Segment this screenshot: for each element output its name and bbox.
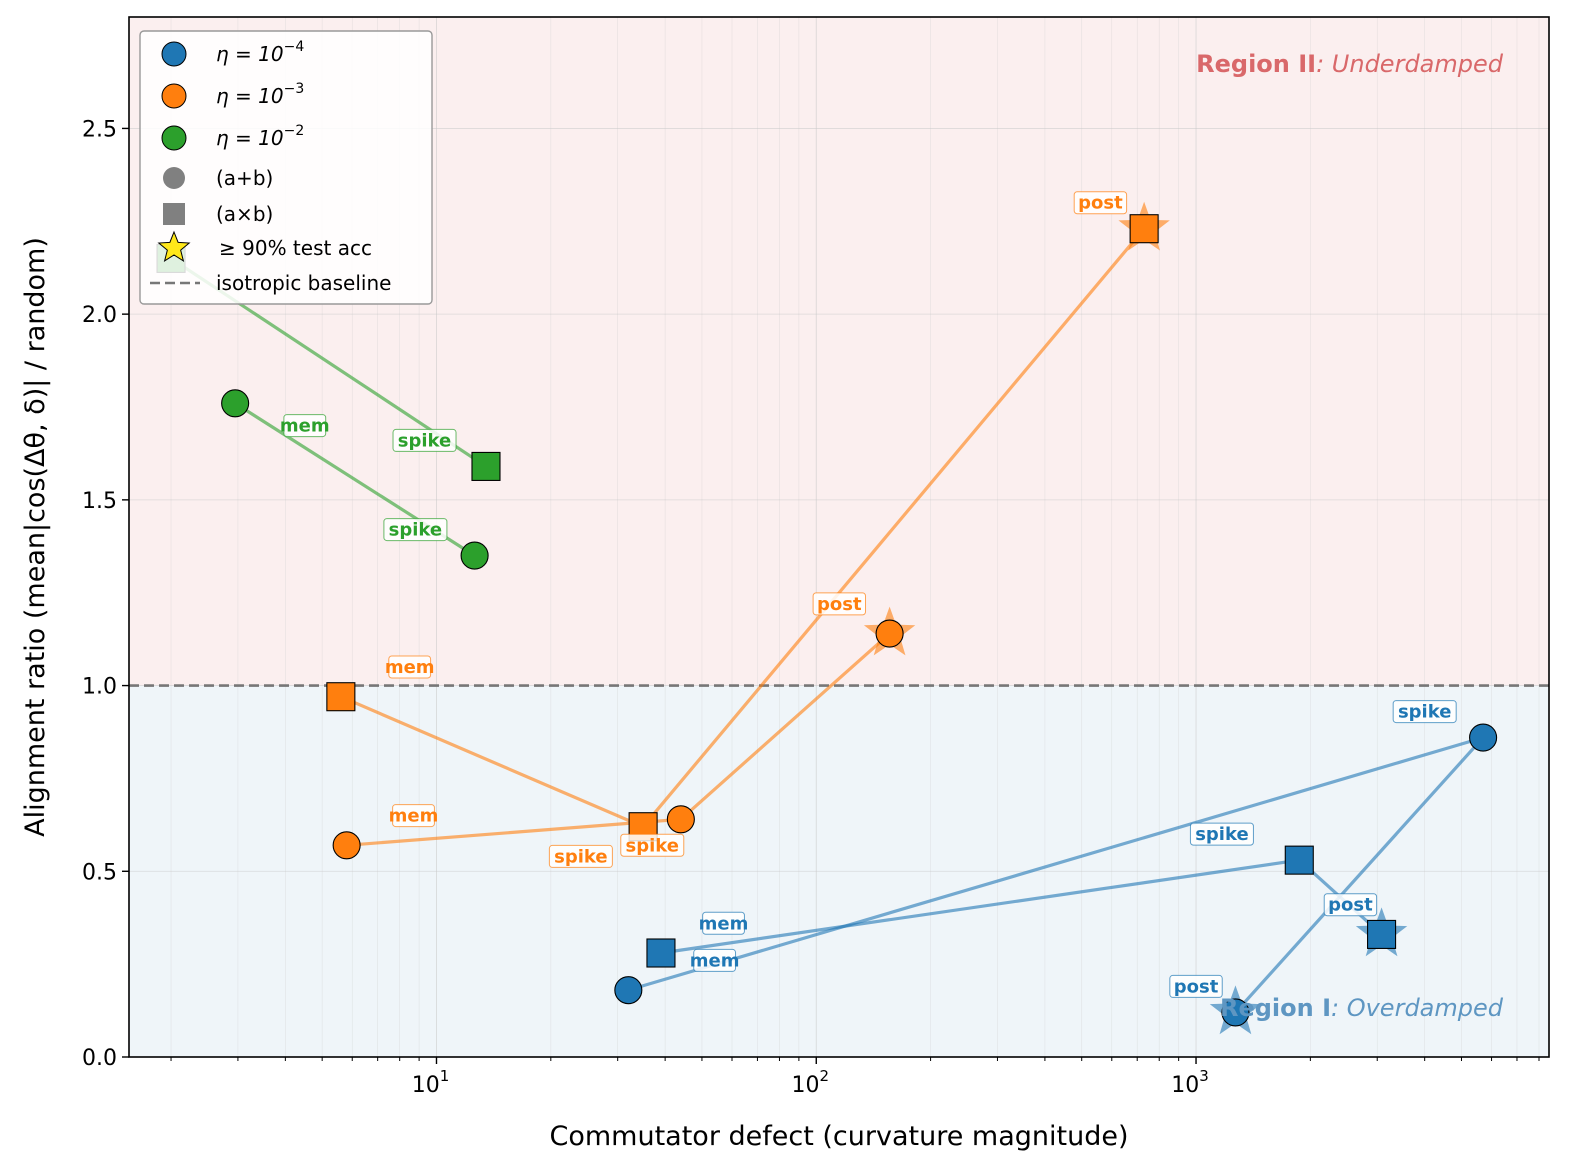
phase-label: mem [280, 414, 330, 438]
phase-label-box [1169, 974, 1223, 998]
phase-label-text: post [817, 594, 862, 615]
data-point-circle [666, 805, 695, 834]
phase-label-box [693, 948, 737, 972]
legend-baseline-label: isotropic baseline [216, 271, 391, 295]
phase-label: spike [392, 428, 457, 452]
phase-label: spike [1392, 700, 1457, 724]
x-axis-label: Commutator defect (curvature magnitude) [550, 1121, 1129, 1152]
legend-square-label: (a×b) [216, 202, 273, 226]
phase-label-text: spike [1398, 702, 1451, 723]
phase-label: spike [383, 518, 448, 542]
phase-label-text: post [1078, 193, 1123, 214]
legend-eta-label: η = 10−3 [216, 81, 304, 108]
data-point-circle [1221, 998, 1250, 1027]
phase-label: post [812, 592, 867, 616]
phase-label-text: post [1328, 895, 1373, 916]
legend-eta-marker [161, 83, 187, 109]
phase-label: mem [389, 804, 439, 828]
legend-star-marker [157, 230, 191, 263]
phase-label: post [1169, 974, 1223, 998]
phase-label: mem [690, 948, 740, 972]
legend-box [139, 30, 433, 305]
phase-label-box [383, 518, 448, 542]
data-point-circle [221, 389, 250, 418]
phase-label-box [1189, 822, 1254, 846]
y-tick-label: 2.5 [82, 117, 117, 142]
y-tick-label: 0.0 [82, 1046, 117, 1071]
data-markers [156, 214, 1498, 1027]
phase-label: spike [1189, 822, 1254, 846]
phase-label-box [1392, 700, 1457, 724]
data-point-square [471, 451, 501, 481]
phase-label-box [392, 428, 457, 452]
phase-label-text: spike [389, 520, 442, 541]
data-point-circle [614, 976, 643, 1005]
axis-ticks: 0.0 0.5 1.0 1.5 2.0 2.5 101 102 103 [82, 117, 1540, 1098]
phase-label-text: spike [398, 430, 451, 451]
phase-label-text: spike [626, 835, 679, 856]
legend-eta-label: η = 10−4 [216, 39, 304, 66]
phase-label-box [1323, 893, 1378, 917]
y-tick-label: 1.0 [82, 675, 117, 700]
phase-label-box [388, 655, 432, 679]
region-i-label: Region I: Overdamped [1220, 994, 1504, 1022]
data-point-circle [332, 831, 361, 860]
data-point-square [1367, 919, 1397, 949]
phase-label: spike [620, 833, 685, 857]
phase-annotations: mem spike spike mem mem spike spike post post mem… [280, 191, 1457, 998]
phase-label: mem [385, 655, 435, 679]
phase-label: post [1073, 191, 1128, 215]
phase-label-box [812, 592, 867, 616]
phase-label-text: mem [385, 657, 435, 678]
legend-eta-marker [161, 125, 187, 151]
data-point-square [646, 938, 676, 968]
phase-label-text: spike [1195, 824, 1248, 845]
phase-label-text: spike [554, 846, 607, 867]
phase-label-box [620, 833, 685, 857]
legend-square-marker [163, 203, 185, 225]
data-point-circle [460, 541, 489, 570]
phase-label-text: mem [699, 913, 749, 934]
data-point-circle [1469, 723, 1498, 752]
data-point-square [326, 682, 356, 712]
phase-label-text: mem [690, 950, 740, 971]
y-tick-label: 1.5 [82, 489, 117, 514]
legend-circle-marker [163, 167, 185, 189]
phase-label-text: post [1174, 976, 1219, 997]
y-tick-label: 0.5 [82, 860, 117, 885]
data-point-square [1284, 845, 1314, 875]
x-tick-label: 103 [1171, 1067, 1209, 1098]
data-point-circle [875, 619, 904, 648]
y-tick-label: 2.0 [82, 303, 117, 328]
y-axis-label: Alignment ratio (mean|cos(Δθ, δ)| / rand… [20, 237, 51, 837]
legend-star-label: ≥ 90% test acc [219, 236, 372, 260]
phase-label-box [702, 911, 745, 935]
phase-label-text: mem [280, 416, 330, 437]
plot-frame [128, 16, 1550, 1058]
phase-label: post [1323, 893, 1378, 917]
legend-eta-marker [161, 41, 187, 67]
phase-label-box [548, 844, 613, 868]
phase-label-text: mem [389, 806, 439, 827]
phase-label-box [283, 414, 327, 438]
legend: η = 10−4 η = 10−3 η = 10−2 (a+b) (a×b) ≥ 90% … [139, 30, 433, 305]
phase-label: mem [699, 911, 749, 935]
region-ii-label: Region II: Underdamped [1196, 50, 1504, 78]
phase-label: spike [548, 844, 613, 868]
x-tick-label: 102 [791, 1067, 829, 1098]
region-labels: Region II: Underdamped Region I: Overdamp… [1196, 50, 1504, 1022]
legend-eta-label: η = 10−2 [216, 123, 304, 150]
phase-label-box [392, 804, 435, 828]
x-tick-label: 101 [412, 1067, 450, 1098]
data-point-square [1129, 214, 1159, 244]
phase-label-box [1073, 191, 1128, 215]
legend-circle-label: (a+b) [216, 166, 273, 190]
